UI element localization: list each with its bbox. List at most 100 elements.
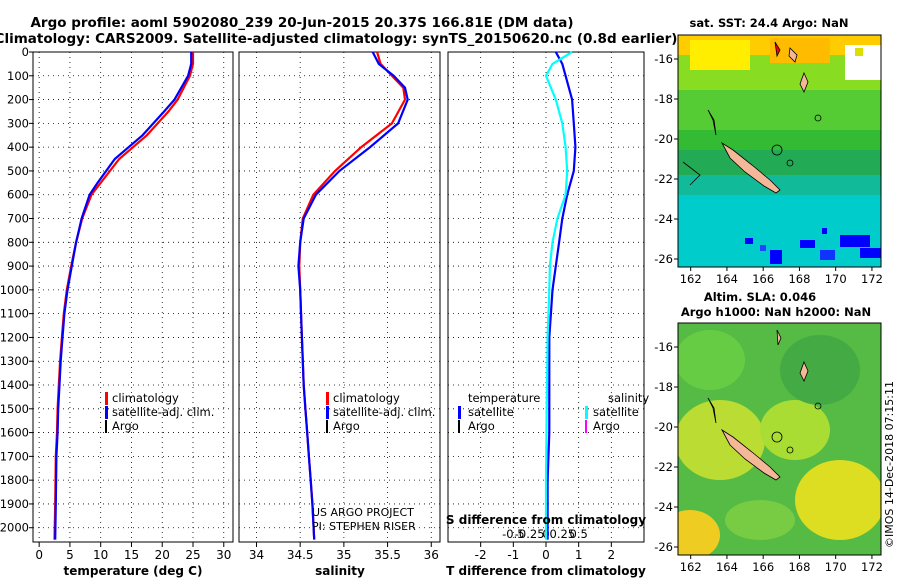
temperature-x-tick-label: 0 bbox=[35, 548, 43, 562]
legend-label-climatology: climatology bbox=[112, 391, 179, 405]
difference-x-tick-label: 1 bbox=[575, 548, 583, 562]
map-lat-tick-label: -26 bbox=[654, 540, 673, 554]
temperature-x-tick-label: 15 bbox=[124, 548, 139, 562]
salinity-plot-frame bbox=[238, 51, 441, 543]
salinity-legend: climatology satellite-adj. clim. Argo bbox=[326, 391, 435, 433]
difference-x-tick-label: 0 bbox=[542, 548, 550, 562]
sst-map-title: sat. SST: 24.4 Argo: NaN bbox=[689, 16, 848, 30]
series-line-climatology bbox=[298, 51, 407, 540]
depth-tick-label: 1500 bbox=[0, 402, 29, 416]
map-lat-tick-label: -26 bbox=[654, 252, 673, 266]
project-credit-line-1: US ARGO PROJECT bbox=[312, 506, 414, 519]
salinity-x-tick-label: 34 bbox=[249, 548, 264, 562]
temperature-x-tick-label: 20 bbox=[155, 548, 170, 562]
figure-title-line-1: Argo profile: aoml 5902080_239 20-Jun-20… bbox=[30, 15, 573, 31]
salinity-diff-tick-label: -0.5 bbox=[502, 527, 524, 541]
temperature-x-tick-label: 30 bbox=[216, 548, 231, 562]
diff-legend-title-temperature: temperature bbox=[468, 391, 540, 405]
depth-tick-label: 1300 bbox=[0, 354, 29, 368]
salinity-x-tick-label: 34.5 bbox=[287, 548, 314, 562]
map-lon-tick-label: 168 bbox=[788, 272, 810, 286]
map-lat-tick-label: -22 bbox=[654, 172, 673, 186]
depth-tick-label: 300 bbox=[7, 116, 29, 130]
map-lat-tick-label: -18 bbox=[654, 380, 673, 394]
series-line-satellite-adj-clim- bbox=[297, 51, 409, 540]
difference-top-axis-label: S difference from climatology bbox=[446, 513, 646, 527]
depth-tick-label: 1900 bbox=[0, 497, 29, 511]
depth-tick-label: 900 bbox=[7, 259, 29, 273]
difference-x-tick-label: -1 bbox=[507, 548, 519, 562]
legend-label-satellite-adj: satellite-adj. clim. bbox=[112, 405, 214, 419]
depth-tick-label: 1100 bbox=[0, 307, 29, 321]
sal-legend-label-argo: Argo bbox=[333, 419, 360, 433]
difference-x-tick-label: -2 bbox=[475, 548, 487, 562]
sla-map-panel: Altim. SLA: 0.046 Argo h1000: NaN h2000:… bbox=[654, 290, 883, 574]
depth-tick-label: 1400 bbox=[0, 378, 29, 392]
map-lon-tick-label: 162 bbox=[680, 560, 702, 574]
map-lat-tick-label: -22 bbox=[654, 460, 673, 474]
map-lon-tick-label: 166 bbox=[752, 560, 774, 574]
map-lon-tick-label: 172 bbox=[861, 272, 883, 286]
salinity-diff-tick-label: 0.25 bbox=[550, 527, 576, 541]
sal-legend-swatch-satellite-adj bbox=[326, 406, 329, 419]
depth-tick-label: 1800 bbox=[0, 473, 29, 487]
legend-label-argo: Argo bbox=[112, 419, 139, 433]
sla-map-subtitle: Argo h1000: NaN h2000: NaN bbox=[681, 305, 871, 319]
imos-credit: ©IMOS 14-Dec-2018 07:15:11 bbox=[883, 381, 896, 548]
figure-title-line-2: Climatology: CARS2009. Satellite-adjuste… bbox=[0, 31, 677, 47]
depth-tick-label: 1000 bbox=[0, 283, 29, 297]
map-lat-tick-label: -24 bbox=[654, 212, 673, 226]
diff-legend-swatch-sal-argo bbox=[585, 420, 587, 433]
salinity-x-tick-label: 35 bbox=[336, 548, 351, 562]
salinity-x-tick-label: 36 bbox=[424, 548, 439, 562]
temperature-x-tick-label: 10 bbox=[93, 548, 108, 562]
depth-tick-label: 0 bbox=[22, 45, 29, 59]
legend-swatch-satellite-adj bbox=[105, 406, 108, 419]
difference-x-tick-label: 2 bbox=[608, 548, 616, 562]
depth-tick-label: 800 bbox=[7, 235, 29, 249]
series-line-temperature-satellite bbox=[546, 51, 577, 540]
series-line-satellite-adj-clim- bbox=[54, 52, 193, 540]
map-lon-tick-label: 164 bbox=[716, 560, 738, 574]
depth-tick-label: 400 bbox=[7, 140, 29, 154]
sla-map-title: Altim. SLA: 0.046 bbox=[704, 290, 816, 304]
diff-legend-label-sal-argo: Argo bbox=[593, 419, 620, 433]
depth-tick-label: 200 bbox=[7, 93, 29, 107]
temperature-plot-frame bbox=[32, 51, 234, 543]
map-lon-tick-label: 170 bbox=[825, 272, 847, 286]
legend-swatch-climatology bbox=[105, 392, 108, 405]
difference-x-axis-label: T difference from climatology bbox=[446, 564, 646, 578]
diff-legend-swatch-sal-satellite bbox=[585, 406, 588, 419]
map-lat-tick-label: -20 bbox=[654, 420, 673, 434]
diff-legend-title-salinity: salinity bbox=[608, 391, 649, 405]
project-credit-line-2: PI: STEPHEN RISER bbox=[312, 520, 416, 533]
map-lon-tick-label: 162 bbox=[680, 272, 702, 286]
series-line-climatology bbox=[53, 52, 195, 540]
series-line-salinity-satellite bbox=[544, 51, 573, 540]
difference-legend: temperature satellite Argo salinity sate… bbox=[458, 391, 649, 433]
temperature-panel: 0100200300400500600700800900100011001200… bbox=[0, 45, 234, 578]
temperature-legend: climatology satellite-adj. clim. Argo bbox=[105, 391, 214, 433]
diff-legend-swatch-temp-satellite bbox=[458, 406, 461, 419]
depth-tick-label: 1200 bbox=[0, 330, 29, 344]
map-lon-tick-label: 168 bbox=[788, 560, 810, 574]
depth-tick-label: 1600 bbox=[0, 426, 29, 440]
map-lon-tick-label: 164 bbox=[716, 272, 738, 286]
sst-map-image bbox=[678, 35, 881, 267]
map-lat-tick-label: -20 bbox=[654, 132, 673, 146]
diff-legend-swatch-temp-argo bbox=[458, 420, 460, 433]
map-lon-tick-label: 172 bbox=[861, 560, 883, 574]
diff-legend-label-temp-satellite: satellite bbox=[468, 405, 514, 419]
sal-legend-label-climatology: climatology bbox=[333, 391, 400, 405]
temperature-x-axis-label: temperature (deg C) bbox=[64, 564, 203, 578]
map-lat-tick-label: -18 bbox=[654, 92, 673, 106]
map-lat-tick-label: -24 bbox=[654, 500, 673, 514]
depth-tick-label: 1700 bbox=[0, 449, 29, 463]
sla-map-image bbox=[678, 323, 881, 555]
depth-tick-label: 600 bbox=[7, 188, 29, 202]
salinity-x-axis-label: salinity bbox=[315, 564, 365, 578]
sal-legend-label-satellite-adj: satellite-adj. clim. bbox=[333, 405, 435, 419]
salinity-panel: 34 34.5 35 35.5 36 salinity climatology sate… bbox=[238, 51, 441, 578]
sal-legend-swatch-argo bbox=[326, 420, 328, 433]
